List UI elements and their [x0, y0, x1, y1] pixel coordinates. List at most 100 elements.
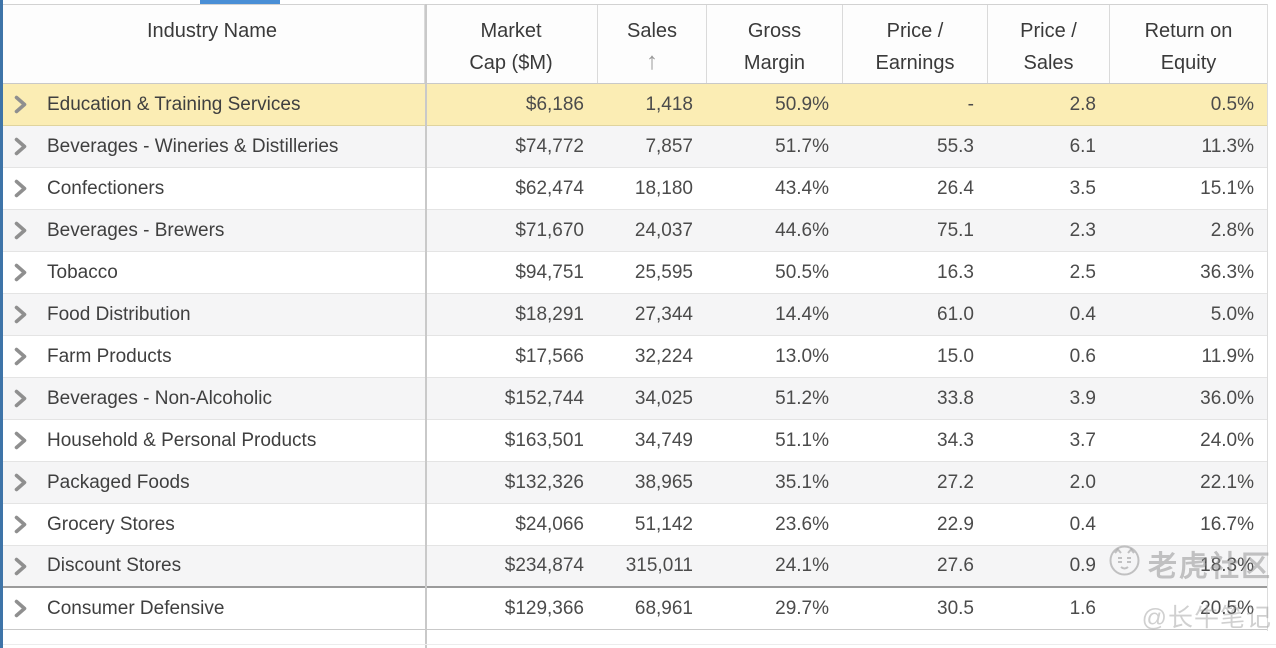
table-row[interactable]: Beverages - Brewers $71,670 24,037 44.6%…: [0, 210, 1268, 252]
industry-name-cell: Education & Training Services: [0, 84, 425, 125]
table-row[interactable]: Household & Personal Products $163,501 3…: [0, 420, 1268, 462]
expand-chevron-icon[interactable]: [14, 137, 27, 156]
return-on-equity-value: 15.1%: [1200, 177, 1254, 199]
price-sales-value: 2.0: [1069, 471, 1096, 493]
column-header-sales[interactable]: Sales ↑: [598, 5, 707, 83]
gross-margin-value: 35.1%: [775, 471, 829, 493]
column-header-gross-margin[interactable]: Gross Margin: [707, 5, 843, 83]
expand-chevron-icon[interactable]: [14, 347, 27, 366]
table-row[interactable]: Confectioners $62,474 18,180 43.4% 26.4 …: [0, 168, 1268, 210]
table-row[interactable]: Consumer Defensive $129,366 68,961 29.7%…: [0, 588, 1268, 630]
sort-ascending-icon[interactable]: ↑: [646, 48, 658, 75]
market-cap-value: $94,751: [515, 261, 584, 283]
sales-value: 18,180: [634, 177, 693, 199]
industry-name-cell: Farm Products: [0, 336, 425, 377]
return-on-equity-value: 18.3%: [1200, 555, 1254, 576]
return-on-equity-value: 16.7%: [1200, 513, 1254, 535]
price-sales-value: 1.6: [1069, 597, 1096, 619]
expand-chevron-icon[interactable]: [14, 263, 27, 282]
column-header-price-earnings[interactable]: Price / Earnings: [843, 5, 988, 83]
sales-value: 34,025: [634, 387, 693, 409]
expand-chevron-icon[interactable]: [14, 431, 27, 450]
industry-name-cell: Consumer Defensive: [0, 588, 425, 629]
sales-value: 315,011: [625, 555, 693, 576]
gross-margin-value: 24.1%: [775, 555, 829, 576]
sales-value: 34,749: [634, 429, 693, 451]
table-row[interactable]: Beverages - Non-Alcoholic $152,744 34,02…: [0, 378, 1268, 420]
industry-name-cell: Beverages - Brewers: [0, 210, 425, 251]
return-on-equity-value: 36.0%: [1200, 387, 1254, 409]
expand-chevron-icon[interactable]: [14, 515, 27, 534]
price-earnings-value: 15.0: [937, 345, 974, 367]
return-on-equity-value: 0.5%: [1210, 93, 1254, 115]
expand-chevron-icon[interactable]: [14, 599, 27, 618]
gross-margin-value: 51.1%: [775, 429, 829, 451]
column-label-line2: Cap ($M): [469, 52, 553, 74]
expand-chevron-icon[interactable]: [14, 305, 27, 324]
industry-name-cell: Grocery Stores: [0, 504, 425, 545]
table-row[interactable]: Discount Stores $234,874 315,011 24.1% 2…: [0, 546, 1268, 588]
price-earnings-value: 34.3: [937, 429, 974, 451]
column-header-return-on-equity[interactable]: Return on Equity: [1110, 5, 1268, 83]
gross-margin-value: 14.4%: [775, 303, 829, 325]
industry-name-cell: Discount Stores: [0, 546, 425, 586]
table-row[interactable]: Beverages - Wineries & Distilleries $74,…: [0, 126, 1268, 168]
expand-chevron-icon[interactable]: [14, 473, 27, 492]
column-header-market-cap[interactable]: Market Cap ($M): [425, 5, 598, 83]
market-cap-value: $129,366: [504, 597, 584, 619]
industry-name: Consumer Defensive: [47, 597, 225, 619]
price-sales-value: 0.9: [1069, 555, 1096, 576]
gross-margin-value: 23.6%: [775, 513, 829, 535]
column-label-line2: Sales: [1023, 52, 1074, 74]
expand-chevron-icon[interactable]: [14, 557, 27, 576]
industry-name: Food Distribution: [47, 303, 191, 325]
return-on-equity-value: 11.3%: [1201, 135, 1254, 157]
return-on-equity-value: 5.0%: [1210, 303, 1254, 325]
price-sales-value: 2.3: [1069, 219, 1096, 241]
return-on-equity-value: 11.9%: [1201, 345, 1254, 367]
industry-name: Education & Training Services: [47, 93, 301, 115]
gross-margin-value: 43.4%: [775, 177, 829, 199]
industry-name: Discount Stores: [47, 555, 182, 576]
column-header-industry-name[interactable]: Industry Name: [0, 5, 425, 83]
sales-value: 25,595: [634, 261, 693, 283]
column-label: Price /: [1020, 20, 1077, 42]
active-tab-indicator: [200, 0, 280, 4]
price-earnings-value: 16.3: [937, 261, 974, 283]
column-label: Return on: [1144, 20, 1233, 42]
table-row[interactable]: Packaged Foods $132,326 38,965 35.1% 27.…: [0, 462, 1268, 504]
expand-chevron-icon[interactable]: [14, 221, 27, 240]
sales-value: 24,037: [634, 219, 693, 241]
column-label: Industry Name: [146, 20, 278, 42]
industry-name: Confectioners: [47, 177, 165, 199]
industry-name: Beverages - Wineries & Distilleries: [47, 135, 339, 157]
industry-name: Beverages - Non-Alcoholic: [47, 387, 272, 409]
price-earnings-value: -: [967, 93, 974, 115]
table-row[interactable]: Farm Products $17,566 32,224 13.0% 15.0 …: [0, 336, 1268, 378]
sales-value: 68,961: [634, 597, 693, 619]
sales-value: 32,224: [634, 345, 693, 367]
price-earnings-value: 22.9: [937, 513, 974, 535]
industry-name-cell: Confectioners: [0, 168, 425, 209]
market-cap-value: $24,066: [515, 513, 584, 535]
expand-chevron-icon[interactable]: [14, 95, 27, 114]
gross-margin-value: 50.5%: [775, 261, 829, 283]
table-row[interactable]: Tobacco $94,751 25,595 50.5% 16.3 2.5 36…: [0, 252, 1268, 294]
frozen-column-separator: [425, 4, 427, 648]
expand-chevron-icon[interactable]: [14, 179, 27, 198]
expand-chevron-icon[interactable]: [14, 389, 27, 408]
price-earnings-value: 27.2: [937, 471, 974, 493]
sales-value: 27,344: [634, 303, 693, 325]
gross-margin-value: 51.7%: [775, 135, 829, 157]
table-row[interactable]: Education & Training Services $6,186 1,4…: [0, 84, 1268, 126]
table-row[interactable]: Grocery Stores $24,066 51,142 23.6% 22.9…: [0, 504, 1268, 546]
column-label-line2: Earnings: [875, 52, 955, 74]
table-right-border: [1267, 4, 1268, 631]
next-row-edge: [0, 644, 1276, 645]
gross-margin-value: 50.9%: [775, 93, 829, 115]
table-row[interactable]: Food Distribution $18,291 27,344 14.4% 6…: [0, 294, 1268, 336]
column-header-price-sales[interactable]: Price / Sales: [988, 5, 1110, 83]
industry-name: Packaged Foods: [47, 471, 190, 493]
price-earnings-value: 26.4: [937, 177, 974, 199]
